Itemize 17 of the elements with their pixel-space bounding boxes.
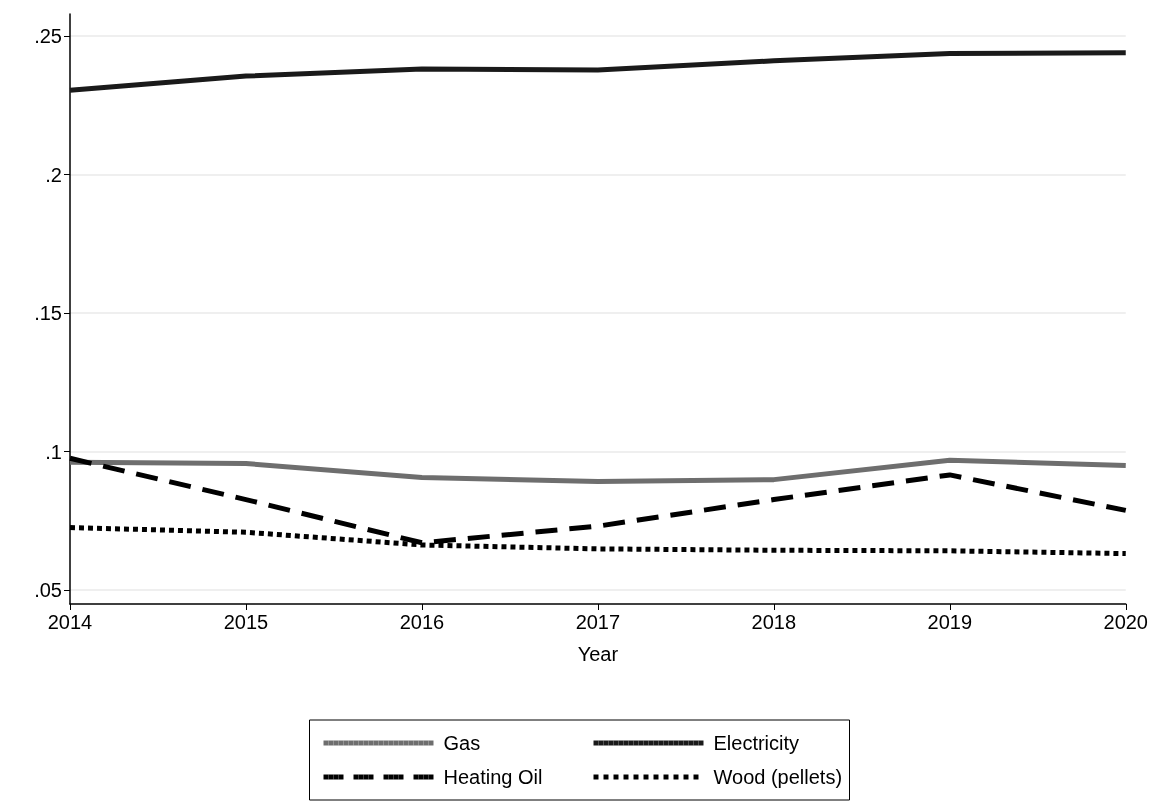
legend-label: Wood (pellets) [713,766,843,788]
x-tick-label: 2014 [47,611,93,633]
x-tick-label: 2015 [223,611,269,633]
x-tick-label: 2020 [1103,611,1148,633]
legend-label: Electricity [713,732,800,754]
y-tick-label: .25 [34,25,62,48]
y-tick-label: .05 [34,579,62,602]
y-tick-label: .15 [34,302,62,325]
legend-label: Gas [443,732,481,754]
x-tick-label: 2016 [399,611,445,633]
x-tick-label: 2018 [751,611,797,633]
legend-label: Heating Oil [443,766,543,788]
y-tick-label: .2 [45,163,62,186]
x-tick-label: 2019 [927,611,973,633]
x-tick-label: 2017 [575,611,621,633]
y-tick-label: .1 [45,440,62,463]
x-axis-title: Year [577,643,619,665]
